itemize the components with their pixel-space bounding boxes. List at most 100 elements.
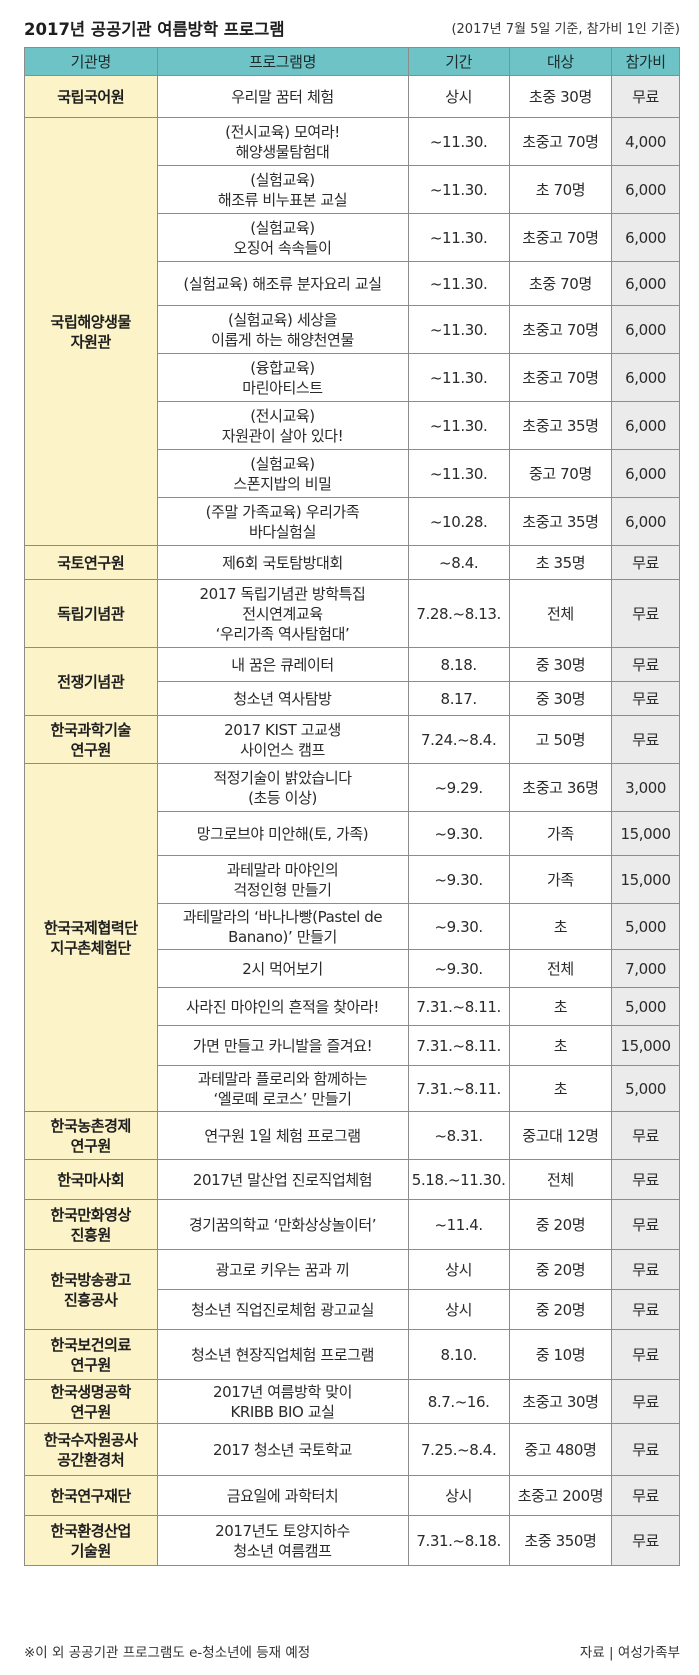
program-cell: 2017 독립기념관 방학특집 전시연계교육 ‘우리가족 역사탐험대’ <box>156 579 409 648</box>
table-row: 한국수자원공사 공간환경처 2017 청소년 국토학교 7.25.~8.4. 중고 4… <box>24 1423 680 1476</box>
table-row: 국립국어원 우리말 꿈터 체험 상시 초중 30명 무료 <box>24 75 680 118</box>
fee-cell: 6,000 <box>611 305 680 354</box>
org-cell: 국립국어원 <box>24 75 158 118</box>
target-cell: 초중고 70명 <box>508 353 613 402</box>
program-cell: 2017년도 토양지하수 청소년 여름캠프 <box>156 1515 409 1566</box>
program-cell: (융합교육) 마린아티스트 <box>156 353 409 402</box>
program-cell: 망그로브야 미안해(토, 가족) <box>156 811 409 856</box>
program-cell: 과테말라 플로리와 함께하는 ‘엘로떼 로코스’ 만들기 <box>156 1065 409 1112</box>
program-cell: 과테말라의 ‘바나나빵(Pastel de Banano)’ 만들기 <box>156 903 409 950</box>
target-cell: 중고 70명 <box>508 449 613 498</box>
period-cell: 7.31.~8.11. <box>407 1065 510 1112</box>
fee-cell: 6,000 <box>611 165 680 214</box>
program-cell: 제6회 국토탐방대회 <box>156 545 409 580</box>
table-row: 청소년 직업진로체험 광고교실 상시 중 20명 무료 <box>25 1289 680 1330</box>
period-cell: ~10.28. <box>407 497 510 546</box>
program-cell: 광고로 키우는 꿈과 끼 <box>156 1249 409 1290</box>
fee-cell: 5,000 <box>611 1065 680 1112</box>
fee-cell: 4,000 <box>611 117 680 166</box>
target-cell: 초 <box>508 1065 613 1112</box>
target-cell: 중 30명 <box>508 647 613 682</box>
page-subtitle: (2017년 7월 5일 기준, 참가비 1인 기준) <box>451 22 680 37</box>
table-body: 국립국어원 우리말 꿈터 체험 상시 초중 30명 무료 국립해양생물 자원관 (전시교육)… <box>24 75 680 1566</box>
target-cell: 중 20명 <box>508 1199 613 1250</box>
table-row: 사라진 마야인의 흔적을 찾아라! 7.31.~8.11. 초 5,000 <box>25 987 680 1026</box>
period-cell: ~9.29. <box>407 763 510 812</box>
fee-cell: 15,000 <box>611 811 680 856</box>
fee-cell: 무료 <box>611 1111 680 1160</box>
table-row: 한국방송광고 진흥공사 광고로 키우는 꿈과 끼 상시 중 20명 무료 <box>24 1249 680 1330</box>
org-cell: 한국환경산업 기술원 <box>24 1515 158 1566</box>
period-cell: ~11.30. <box>407 165 510 214</box>
header: 2017년 공공기관 여름방학 프로그램 (2017년 7월 5일 기준, 참가… <box>24 12 680 39</box>
period-cell: ~11.30. <box>407 261 510 306</box>
org-cell: 한국마사회 <box>24 1159 158 1200</box>
period-cell: ~11.30. <box>407 449 510 498</box>
target-cell: 중고 480명 <box>508 1423 613 1476</box>
program-cell: (실험교육) 스폰지밥의 비밀 <box>156 449 409 498</box>
program-cell: 가면 만들고 카니발을 즐겨요! <box>156 1025 409 1066</box>
period-cell: 상시 <box>407 1289 510 1330</box>
table-row: (실험교육) 해조류 비누표본 교실 ~11.30. 초 70명 6,000 <box>25 165 680 214</box>
fee-cell: 3,000 <box>611 763 680 812</box>
period-cell: ~11.30. <box>407 117 510 166</box>
fee-cell: 무료 <box>611 1289 680 1330</box>
fee-cell: 무료 <box>611 715 680 764</box>
program-cell: 2시 먹어보기 <box>156 949 409 988</box>
table-row: 망그로브야 미안해(토, 가족) ~9.30. 가족 15,000 <box>25 811 680 856</box>
table-row: 한국국제협력단 지구촌체험단 적정기술이 밝았습니다 (초등 이상) ~9.29. 초… <box>24 763 680 1112</box>
program-cell: 청소년 현장직업체험 프로그램 <box>156 1329 409 1380</box>
org-cell: 한국국제협력단 지구촌체험단 <box>24 763 158 1112</box>
table-row: 국립해양생물 자원관 (전시교육) 모여라! 해양생물탐험대 ~11.30. 초중고 … <box>24 117 680 546</box>
footnote: ※이 외 공공기관 프로그램도 e-청소년에 등재 예정 <box>24 1645 311 1661</box>
target-cell: 초중고 35명 <box>508 497 613 546</box>
table-row: 과테말라의 ‘바나나빵(Pastel de Banano)’ 만들기 ~9.30.… <box>25 903 680 950</box>
period-cell: 상시 <box>407 75 510 118</box>
table-row: 국토연구원 제6회 국토탐방대회 ~8.4. 초 35명 무료 <box>24 545 680 580</box>
table-row: (실험교육) 세상을 이롭게 하는 해양천연물 ~11.30. 초중고 70명 6,0… <box>25 305 680 354</box>
target-cell: 초중고 30명 <box>508 1379 613 1424</box>
period-cell: 7.28.~8.13. <box>407 579 510 648</box>
table-row: 한국생명공학 연구원 2017년 여름방학 맞이 KRIBB BIO 교실 8.7.… <box>24 1379 680 1424</box>
fee-cell: 무료 <box>611 647 680 682</box>
target-cell: 초중 30명 <box>508 75 613 118</box>
program-cell: 청소년 직업진로체험 광고교실 <box>156 1289 409 1330</box>
column-header-org: 기관명 <box>24 47 158 76</box>
table-row: 한국마사회 2017년 말산업 진로직업체험 5.18.~11.30. 전체 무료 <box>24 1159 680 1200</box>
org-cell: 한국수자원공사 공간환경처 <box>24 1423 158 1476</box>
program-cell: 사라진 마야인의 흔적을 찾아라! <box>156 987 409 1026</box>
period-cell: 상시 <box>407 1249 510 1290</box>
fee-cell: 무료 <box>611 579 680 648</box>
period-cell: ~9.30. <box>407 855 510 904</box>
fee-cell: 무료 <box>611 1423 680 1476</box>
fee-cell: 15,000 <box>611 1025 680 1066</box>
target-cell: 초중고 36명 <box>508 763 613 812</box>
program-cell: 금요일에 과학터치 <box>156 1475 409 1516</box>
period-cell: ~8.31. <box>407 1111 510 1160</box>
fee-cell: 무료 <box>611 1475 680 1516</box>
column-header-period: 기간 <box>407 47 510 76</box>
target-cell: 초중고 70명 <box>508 213 613 262</box>
fee-cell: 6,000 <box>611 261 680 306</box>
table-row: 한국연구재단 금요일에 과학터치 상시 초중고 200명 무료 <box>24 1475 680 1516</box>
org-cell: 한국만화영상 진흥원 <box>24 1199 158 1250</box>
period-cell: ~9.30. <box>407 903 510 950</box>
program-cell: 연구원 1일 체험 프로그램 <box>156 1111 409 1160</box>
period-cell: ~11.30. <box>407 305 510 354</box>
target-cell: 가족 <box>508 811 613 856</box>
fee-cell: 15,000 <box>611 855 680 904</box>
program-cell: (전시교육) 자원관이 살아 있다! <box>156 401 409 450</box>
column-header-fee: 참가비 <box>611 47 680 76</box>
target-cell: 중 20명 <box>508 1289 613 1330</box>
program-cell: (실험교육) 해조류 비누표본 교실 <box>156 165 409 214</box>
fee-cell: 무료 <box>611 545 680 580</box>
period-cell: 7.31.~8.11. <box>407 1025 510 1066</box>
fee-cell: 무료 <box>611 1379 680 1424</box>
table-row: 독립기념관 2017 독립기념관 방학특집 전시연계교육 ‘우리가족 역사탐험대’… <box>24 579 680 648</box>
period-cell: ~11.4. <box>407 1199 510 1250</box>
program-table: 기관명 프로그램명 기간 대상 참가비 국립국어원 우리말 꿈터 체험 상시 초중 3… <box>24 47 680 1566</box>
org-cell: 독립기념관 <box>24 579 158 648</box>
table-row: (실험교육) 오징어 속속들이 ~11.30. 초중고 70명 6,000 <box>25 213 680 262</box>
fee-cell: 6,000 <box>611 213 680 262</box>
target-cell: 전체 <box>508 579 613 648</box>
